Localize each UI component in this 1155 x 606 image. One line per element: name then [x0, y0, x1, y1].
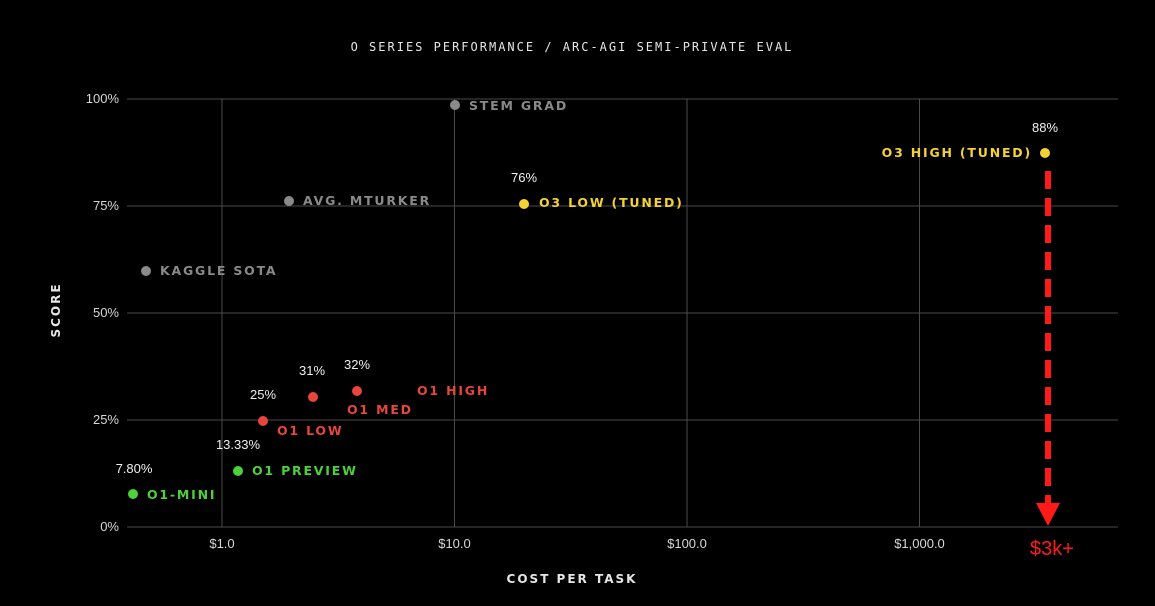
data-points: O1-MINI 7.80% O1 PREVIEW 13.33% O1 LOW 25% O1 …	[116, 98, 1059, 502]
point-label-avg-mturker: AVG. MTURKER	[303, 193, 431, 208]
x-tick-label: $1.0	[209, 536, 234, 551]
chart-title: O SERIES PERFORMANCE / ARC-AGI SEMI-PRIV…	[351, 40, 794, 54]
y-axis-ticks: 0% 25% 50% 75% 100%	[86, 91, 120, 534]
y-tick-label: 0%	[100, 519, 119, 534]
value-label-o1-med: 31%	[299, 363, 325, 378]
data-point-o3-high-tuned	[1040, 148, 1050, 158]
x-axis-ticks: $1.0 $10.0 $100.0 $1,000.0	[209, 536, 944, 551]
y-tick-label: 75%	[93, 198, 119, 213]
x-axis-title: COST PER TASK	[507, 572, 638, 586]
annotation-arrow-head	[1036, 503, 1060, 526]
y-tick-label: 25%	[93, 412, 119, 427]
x-tick-label: $100.0	[667, 536, 707, 551]
x-tick-label: $1,000.0	[894, 536, 945, 551]
point-label-o1-med: O1 MED	[347, 402, 413, 417]
y-tick-label: 100%	[86, 91, 120, 106]
point-label-o1-low: O1 LOW	[277, 423, 343, 438]
data-point-o1-high	[352, 386, 362, 396]
data-point-stem-grad	[450, 100, 460, 110]
data-point-o1-low	[258, 416, 268, 426]
value-label-o3-low-tuned: 76%	[511, 170, 537, 185]
point-label-stem-grad: STEM GRAD	[469, 98, 568, 113]
value-label-o3-high-tuned: 88%	[1032, 120, 1058, 135]
data-point-o3-low-tuned	[519, 199, 529, 209]
grid-lines	[127, 98, 1118, 528]
cost-annotation: $3k+	[1030, 171, 1074, 560]
point-label-kaggle-sota: KAGGLE SOTA	[160, 263, 277, 278]
y-tick-label: 50%	[93, 305, 119, 320]
data-point-o1-med	[308, 392, 318, 402]
point-label-o1-preview: O1 PREVIEW	[252, 463, 358, 478]
x-tick-label: $10.0	[438, 536, 471, 551]
value-label-o1-mini: 7.80%	[116, 461, 153, 476]
point-label-o3-low-tuned: O3 LOW (TUNED)	[539, 195, 684, 210]
value-label-o1-low: 25%	[250, 387, 276, 402]
annotation-label: $3k+	[1030, 538, 1074, 560]
value-label-o1-preview: 13.33%	[216, 437, 261, 452]
data-point-kaggle-sota	[141, 266, 151, 276]
data-point-avg-mturker	[284, 196, 294, 206]
data-point-o1-preview	[233, 466, 243, 476]
point-label-o1-high: O1 HIGH	[417, 383, 489, 398]
y-axis-title: SCORE	[49, 282, 63, 337]
point-label-o3-high-tuned: O3 HIGH (TUNED)	[882, 145, 1032, 160]
point-label-o1-mini: O1-MINI	[147, 487, 216, 502]
value-label-o1-high: 32%	[344, 357, 370, 372]
data-point-o1-mini	[128, 489, 138, 499]
